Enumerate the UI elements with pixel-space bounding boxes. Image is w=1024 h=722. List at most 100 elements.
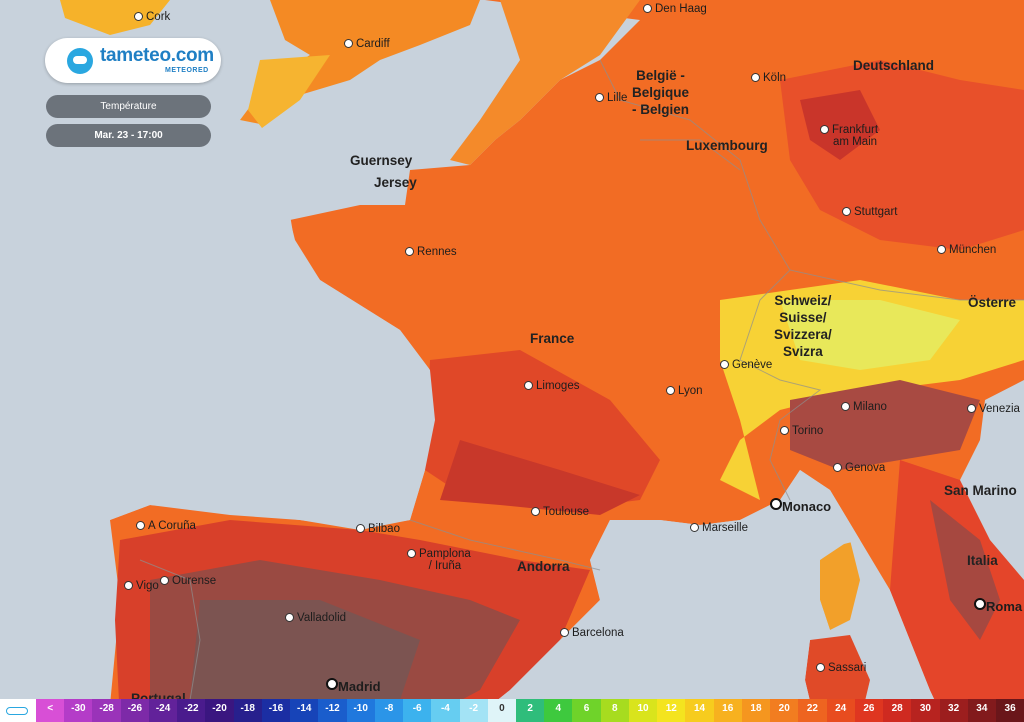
legend-cell: -12 (318, 699, 347, 722)
legend-cell: 32 (939, 699, 968, 722)
legend-cell: 4 (544, 699, 573, 722)
legend-cell: -16 (261, 699, 291, 722)
city-name: Venezia (979, 403, 1020, 415)
legend-cell: -10 (346, 699, 375, 722)
city-marker-icon (666, 386, 675, 395)
legend-cell: 2 (515, 699, 545, 722)
city-name: Marseille (702, 522, 749, 534)
city-marker-icon (595, 93, 604, 102)
country-label: Andorra (517, 559, 570, 574)
brand-name: tameteo.com (100, 45, 214, 66)
datetime-selector[interactable]: Mar. 23 - 17:00 (46, 124, 211, 147)
city-name: Torino (792, 425, 824, 437)
city-name: Roma (986, 599, 1023, 614)
city-marker-icon (531, 507, 540, 516)
legend-cell: 6 (572, 699, 601, 722)
city-name: Toulouse (543, 506, 590, 518)
country-label: San Marino (944, 483, 1017, 498)
legend-cell: -26 (120, 699, 149, 722)
city-marker-icon (820, 125, 829, 134)
city-marker-icon (124, 581, 133, 590)
city-name: Barcelona (572, 627, 624, 639)
city-name: A Coruña (148, 520, 196, 532)
country-label: Italia (967, 553, 998, 568)
city-name: Lyon (678, 385, 703, 397)
variable-selector[interactable]: Température (46, 95, 211, 118)
legend-cell: 30 (911, 699, 940, 722)
country-label: France (530, 331, 575, 346)
city-marker-icon (356, 524, 365, 533)
legend-cell: -14 (290, 699, 319, 722)
legend-cell: -6 (403, 699, 432, 722)
city-marker-icon (937, 245, 946, 254)
city-name: Pamplona / Iruña (419, 548, 471, 572)
country-label: Deutschland (853, 58, 935, 73)
city-marker-icon (833, 463, 842, 472)
city-name: Den Haag (655, 3, 707, 15)
country-label: België - Belgique - Belgien (632, 68, 690, 117)
city-marker-icon (643, 4, 652, 13)
city-name: Monaco (782, 499, 832, 514)
legend-cell: 36 (995, 699, 1024, 722)
legend-cell: -8 (374, 699, 404, 722)
city-marker-icon (720, 360, 729, 369)
city-name: Milano (853, 401, 887, 413)
city-marker-icon (285, 613, 294, 622)
city-name: Genova (845, 462, 886, 474)
city-marker-icon (967, 404, 976, 413)
city-name: Lille (607, 92, 628, 104)
city-marker-icon (134, 12, 143, 21)
legend-cell: -30 (64, 699, 93, 722)
city-marker-icon (690, 523, 699, 532)
country-label: Luxembourg (686, 138, 768, 153)
legend-cell: 10 (628, 699, 658, 722)
legend-cell: 14 (685, 699, 714, 722)
city-marker-icon (974, 598, 986, 610)
legend-cell: -20 (205, 699, 234, 722)
legend-cell: 18 (741, 699, 771, 722)
city-marker-icon (780, 426, 789, 435)
legend-cell: -18 (233, 699, 262, 722)
legend-cell: 28 (883, 699, 912, 722)
city-marker-icon (344, 39, 353, 48)
city-name: München (949, 244, 997, 256)
country-label: Österre (968, 295, 1017, 310)
city-name: Cork (146, 11, 171, 23)
temperature-legend: < -30 -28 -26 -24 -22 -20 -18 -16 -14 -12 -10 -8 -6 -4… (0, 699, 1024, 722)
legend-cell: 34 (967, 699, 996, 722)
city-name: Sassari (828, 662, 867, 674)
city-name: Stuttgart (854, 206, 898, 218)
brand-sub: METEORED (165, 67, 209, 74)
city-marker-icon (407, 549, 416, 558)
tameteo-logo[interactable]: tameteo.com METEORED (45, 38, 221, 83)
city-marker-icon (841, 402, 850, 411)
legend-cell: 0 (487, 699, 516, 722)
city-marker-icon (560, 628, 569, 637)
city-name: Vigo (136, 580, 159, 592)
city-marker-icon (842, 207, 851, 216)
legend-cell: -24 (148, 699, 178, 722)
city-name: Köln (763, 72, 787, 84)
country-label: Guernsey (350, 153, 413, 168)
city-name: Cardiff (356, 38, 390, 50)
legend-cell: 24 (826, 699, 855, 722)
legend-cell: 22 (798, 699, 827, 722)
legend-cell: -2 (459, 699, 488, 722)
legend-cell: -28 (92, 699, 121, 722)
city-name: Ourense (172, 575, 217, 587)
legend-cell: -22 (177, 699, 206, 722)
city-name: Rennes (417, 246, 457, 258)
city-marker-icon (136, 521, 145, 530)
legend-cell: < (36, 699, 65, 722)
city-name: Madrid (338, 679, 381, 694)
city-name: Limoges (536, 380, 580, 392)
legend-cell: 16 (713, 699, 742, 722)
country-label: Schweiz/ Suisse/ Svizzera/ Svizra (774, 293, 832, 359)
legend-cell: 26 (854, 699, 884, 722)
city-marker-icon (326, 678, 338, 690)
city-name: Bilbao (368, 523, 400, 535)
legend-cell: 12 (657, 699, 686, 722)
legend-cell: 8 (600, 699, 629, 722)
cloud-icon (67, 48, 93, 74)
